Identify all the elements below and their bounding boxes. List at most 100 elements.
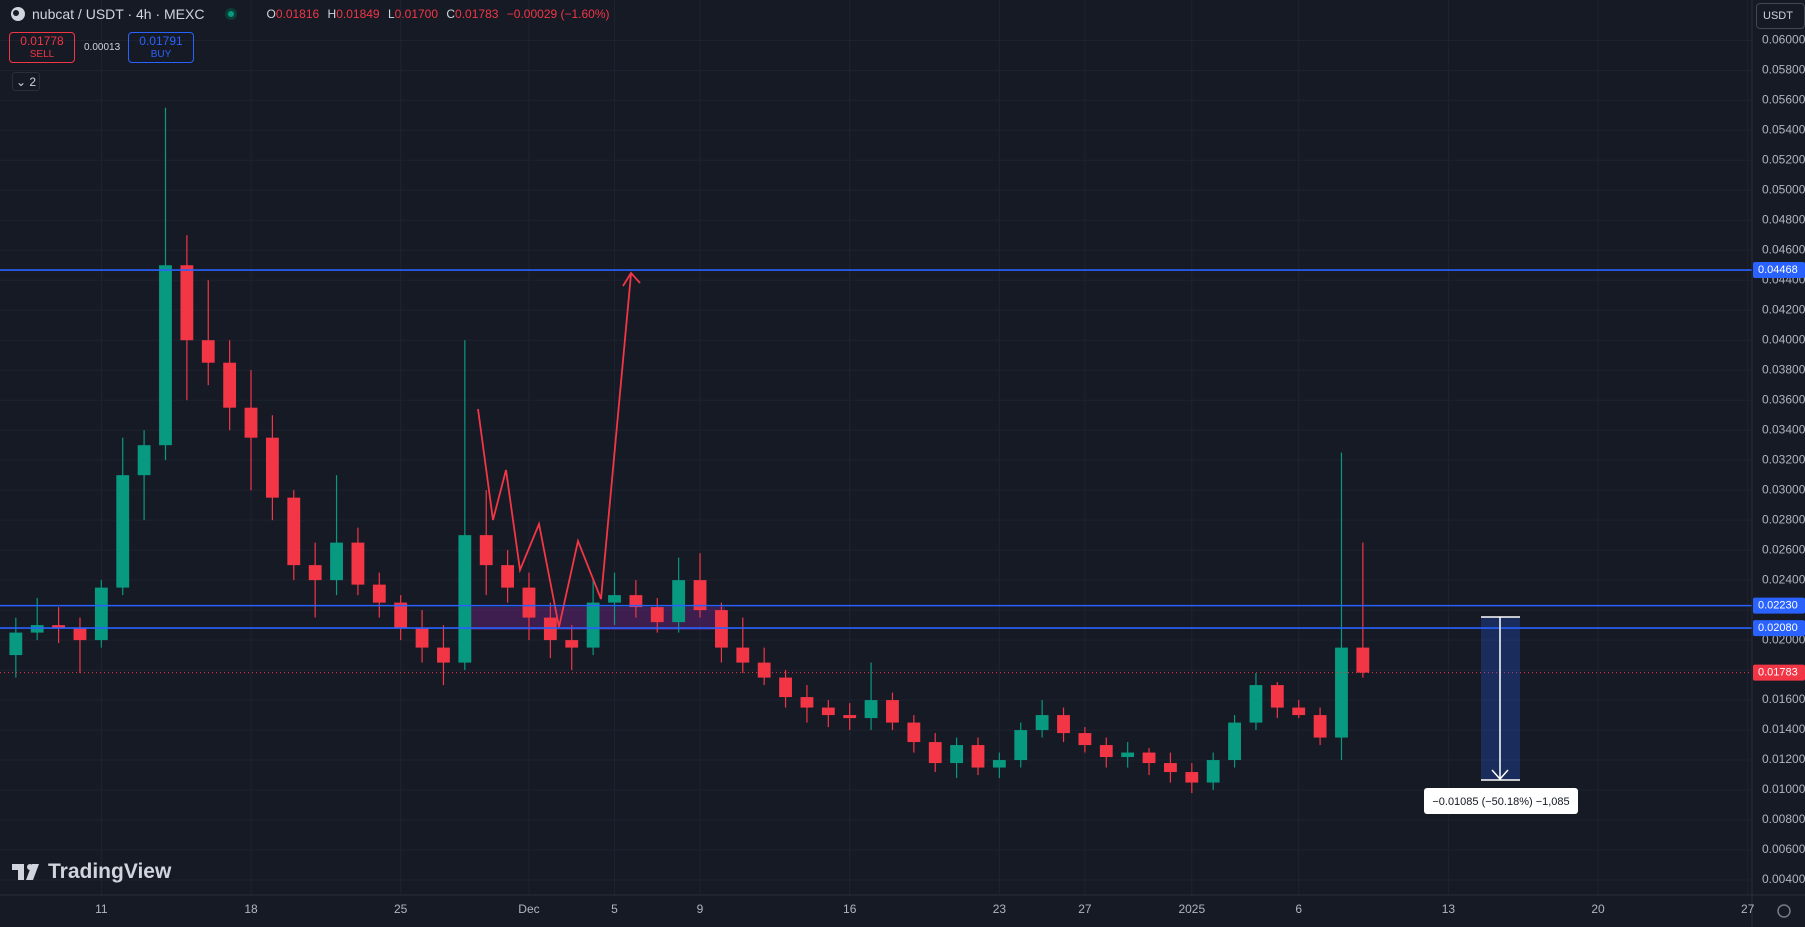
candle-body [244,407,258,438]
y-tick-label: 0.05200 [1762,152,1805,166]
last-price-bg [1753,664,1805,681]
y-tick-label: 0.00800 [1762,812,1805,826]
price-axis-bg [1752,0,1805,927]
ohlc-value: 0.01849 [336,7,380,21]
y-tick-label: 0.03200 [1762,452,1805,466]
candle-body [843,715,857,719]
x-tick-label: Dec [518,902,539,916]
currency-select[interactable]: USDT [1756,3,1805,29]
ohlc-label: H [327,7,337,21]
x-tick-label: 27 [1078,902,1092,916]
settings-icon[interactable] [1777,904,1791,918]
y-tick-label: 0.01600 [1762,692,1805,706]
level-label: 0.04468 [1758,264,1798,276]
candle-body [73,628,87,641]
candle-body [372,584,386,603]
candle-body [992,760,1006,768]
candle-body [265,437,279,498]
change: −0.00029 (−1.60%) [506,7,610,21]
y-tick-label: 0.01200 [1762,752,1805,766]
candle-body [1099,745,1113,758]
candle-body [1228,722,1241,761]
candle-body [1270,685,1284,708]
levels [0,269,1752,674]
brand-name: TradingView [48,860,172,883]
indicator-count: 2 [29,75,37,89]
candle-body [94,587,108,641]
indicator-toggle[interactable]: ⌄ 2 [12,72,40,91]
ohlc-label: O [266,7,276,21]
candle-body [928,742,942,764]
y-tick-label: 0.03000 [1762,482,1805,496]
y-tick-label: 0.04000 [1762,332,1805,346]
candle-body [800,697,814,708]
y-tick-label: 0.05800 [1762,62,1805,76]
candle-body [1335,647,1348,738]
candle-body [437,647,450,663]
sell-button[interactable]: 0.01778 SELL [9,32,75,63]
x-tick-label: 18 [244,902,258,916]
y-tick-label: 0.04200 [1762,302,1805,316]
y-tick-label: 0.05000 [1762,182,1805,196]
candle-body [629,595,643,608]
candle-body [522,587,536,618]
candle-body [1292,707,1306,716]
y-tick-label: 0.03800 [1762,362,1805,376]
y-tick-label: 0.00600 [1762,842,1805,856]
buy-button[interactable]: 0.01791 BUY [128,32,194,63]
ohlc-label: C [446,7,456,21]
candles [9,107,1370,794]
y-tick-label: 0.02600 [1762,542,1805,556]
candle-body [1356,647,1370,673]
level-label-bg [1753,620,1805,637]
y-tick-label: 0.05600 [1762,92,1805,106]
sell-price: 0.01778 [20,34,64,48]
candle-body [1057,715,1070,734]
y-tick-label: 0.04600 [1762,242,1805,256]
candle-body [565,640,579,648]
legend-header: nubcat / USDT · 4h · MEXC O0.01816 H0.01… [10,6,615,22]
measure-label-bg [1424,788,1578,814]
candle-body [458,535,472,663]
level-label-bg [1753,597,1805,614]
candle-body [137,445,151,476]
candle-body [1249,685,1263,723]
candle-body [779,677,792,698]
buy-label: BUY [150,49,172,60]
level-label: 0.02230 [1758,600,1798,612]
candle-body [1185,772,1199,783]
brand-logo [12,864,39,880]
candle-body [1035,715,1049,731]
candle-body [757,662,771,678]
candle-body [1313,715,1327,738]
candle-body [479,535,493,566]
axis-labels: 0.00400 0.00600 0.00800 0.01000 0.01200 0.014… [95,33,1805,916]
candle-body [1206,760,1220,783]
candle-body [287,497,301,566]
ohlc-value: 0.01700 [394,7,439,21]
brand: TradingView [12,860,171,884]
candle-body [1078,733,1092,746]
x-tick-label: 6 [1295,902,1302,916]
x-tick-label: 2025 [1178,902,1205,916]
sell-label: SELL [29,49,55,60]
y-tick-label: 0.05400 [1762,122,1805,136]
candle-body [351,542,365,585]
ohlc: O0.01816 H0.01849 L0.01700 C0.01783 −0.0… [266,7,614,21]
candle-body [330,542,343,581]
candle-body [950,745,964,764]
path-arrowhead [622,271,641,287]
y-tick-label: 0.04800 [1762,212,1805,226]
candle-body [672,580,686,623]
ohlc-value: 0.01783 [455,7,499,21]
symbol-title[interactable]: nubcat / USDT · 4h · MEXC [32,6,205,22]
x-tick-label: 9 [697,902,704,916]
market-status [225,8,238,20]
last-price-label: 0.01783 [1758,667,1798,679]
candle-body [1142,752,1156,764]
candle-body [650,607,664,623]
y-tick-label: 0.03600 [1762,392,1805,406]
candle-body [608,595,621,603]
